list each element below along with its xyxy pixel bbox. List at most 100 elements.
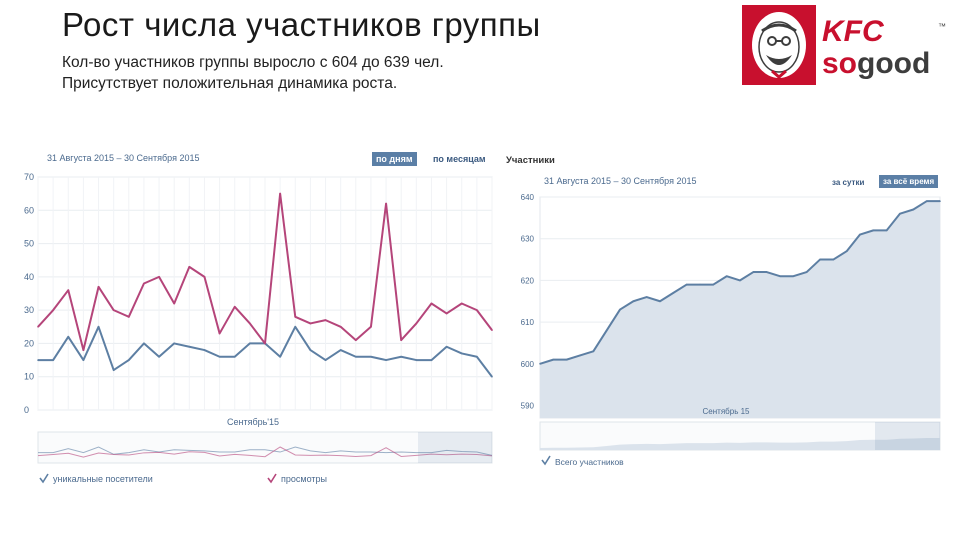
chart1-point bbox=[370, 355, 372, 358]
chart2-point bbox=[939, 200, 941, 202]
chart2-point bbox=[752, 271, 755, 273]
chart1-point bbox=[445, 312, 448, 315]
chart2-point bbox=[619, 308, 621, 311]
chart1-point bbox=[491, 329, 493, 331]
chart1-point bbox=[233, 306, 236, 308]
chart1-point bbox=[188, 266, 191, 268]
chart2-point bbox=[632, 300, 635, 303]
chart2-navigator-selection[interactable] bbox=[875, 422, 940, 450]
slide-title: Рост числа участников группы bbox=[62, 6, 541, 43]
chart2-point bbox=[539, 362, 541, 365]
chart1-point bbox=[339, 349, 342, 351]
chart1-point bbox=[97, 286, 100, 288]
chart2-point bbox=[832, 258, 835, 261]
chart2-ytick-label: 600 bbox=[521, 360, 535, 369]
chart2-point bbox=[899, 212, 901, 215]
chart1-ytick-label: 30 bbox=[24, 305, 34, 315]
chart2-ytick-label: 590 bbox=[521, 401, 535, 410]
chart2-point bbox=[845, 250, 848, 253]
chart1-point bbox=[430, 359, 433, 361]
chart1-point bbox=[52, 309, 54, 311]
logo-tagline: sogood bbox=[822, 47, 930, 80]
chart1-navigator-line-1 bbox=[37, 446, 493, 458]
chart1-point bbox=[445, 345, 448, 348]
chart2-point bbox=[685, 283, 688, 286]
chart1-point bbox=[294, 325, 297, 328]
chart1-point bbox=[233, 355, 236, 358]
chart1-point bbox=[67, 289, 70, 291]
chart1-point bbox=[128, 316, 130, 318]
chart2-point bbox=[605, 329, 608, 332]
chart1-point bbox=[37, 325, 39, 328]
chart1-ytick-label: 70 bbox=[24, 172, 34, 182]
chart1-point bbox=[203, 276, 206, 278]
chart2-point bbox=[579, 354, 581, 357]
chart1-point bbox=[249, 322, 251, 325]
chart1-date-range[interactable]: 31 Августа 2015 – 30 Сентября 2015 bbox=[47, 153, 200, 163]
chart2-point bbox=[725, 275, 728, 278]
chart1-point bbox=[491, 375, 493, 378]
slide-subtitle-line1: Кол-во участников группы выросло с 604 д… bbox=[62, 54, 444, 71]
chart2-date-range[interactable]: 31 Августа 2015 – 30 Сентября 2015 bbox=[544, 176, 697, 186]
chart1-point bbox=[97, 325, 100, 328]
chart1-point bbox=[355, 339, 357, 341]
chart1-ytick-label: 20 bbox=[24, 338, 34, 348]
chart1-point bbox=[430, 302, 433, 305]
chart1-point bbox=[415, 322, 418, 325]
chart1-legend-label: просмотры bbox=[281, 474, 327, 484]
chart1-point bbox=[476, 309, 478, 311]
logo-tm: ™ bbox=[938, 22, 946, 31]
chart1-point bbox=[218, 332, 221, 335]
chart1-ytick-label: 50 bbox=[24, 239, 34, 249]
chart2-point bbox=[765, 271, 768, 273]
chart1-navigator-selection[interactable] bbox=[418, 432, 492, 463]
chart2-point bbox=[925, 200, 928, 202]
chart2-point bbox=[805, 271, 808, 273]
chart1-point bbox=[385, 202, 387, 205]
chart1-point bbox=[294, 316, 297, 318]
chart2-point bbox=[885, 229, 888, 232]
chart1-point bbox=[415, 359, 418, 361]
chart2-point bbox=[672, 292, 675, 294]
legend-checkbox-icon[interactable] bbox=[541, 455, 551, 466]
chart1-ytick-label: 60 bbox=[24, 205, 34, 215]
chart2-title: Участники bbox=[506, 155, 555, 166]
chart1-point bbox=[460, 352, 463, 355]
chart2-point bbox=[552, 358, 555, 361]
chart1-point bbox=[218, 355, 221, 358]
chart2-point bbox=[912, 208, 915, 211]
chart1-navigator[interactable] bbox=[37, 431, 493, 464]
chart1-point bbox=[203, 349, 206, 351]
chart1-point bbox=[143, 282, 145, 285]
chart2-point bbox=[712, 283, 715, 286]
members-chart: Участники 31 Августа 2015 – 30 Сентября … bbox=[500, 140, 960, 500]
legend-checkbox-icon[interactable] bbox=[267, 473, 277, 484]
kfc-logo: KFC sogood ™ bbox=[742, 5, 946, 85]
chart1-point bbox=[339, 325, 342, 328]
legend-checkbox-icon[interactable] bbox=[39, 473, 49, 484]
logo-brand: KFC bbox=[822, 15, 885, 48]
chart1-ytick-label: 10 bbox=[24, 372, 34, 382]
by-month-button[interactable]: по месяцам bbox=[433, 154, 486, 164]
chart2-point bbox=[645, 296, 648, 298]
chart2-ytick-label: 610 bbox=[521, 318, 535, 327]
chart1-point bbox=[128, 359, 130, 361]
chart1-point bbox=[355, 355, 357, 358]
chart2-xlabel: Сентябрь 15 bbox=[703, 407, 751, 416]
chart2-ytick-label: 620 bbox=[521, 276, 535, 285]
chart1-point bbox=[158, 355, 160, 358]
per-day-button[interactable]: за сутки bbox=[832, 178, 865, 187]
by-day-button[interactable]: по дням bbox=[372, 152, 417, 166]
chart2-point bbox=[699, 283, 701, 286]
chart1-point bbox=[173, 302, 175, 305]
chart1-point bbox=[82, 349, 85, 351]
chart1-point bbox=[188, 345, 191, 348]
chart2-point bbox=[592, 350, 595, 353]
chart2-ytick-label: 630 bbox=[521, 235, 535, 244]
chart1-point bbox=[67, 335, 70, 338]
chart1-point bbox=[173, 342, 175, 345]
chart2-point bbox=[565, 358, 568, 361]
chart1-point bbox=[324, 319, 327, 321]
all-time-button[interactable]: за всё время bbox=[879, 175, 939, 188]
chart2-navigator-area bbox=[540, 438, 940, 450]
